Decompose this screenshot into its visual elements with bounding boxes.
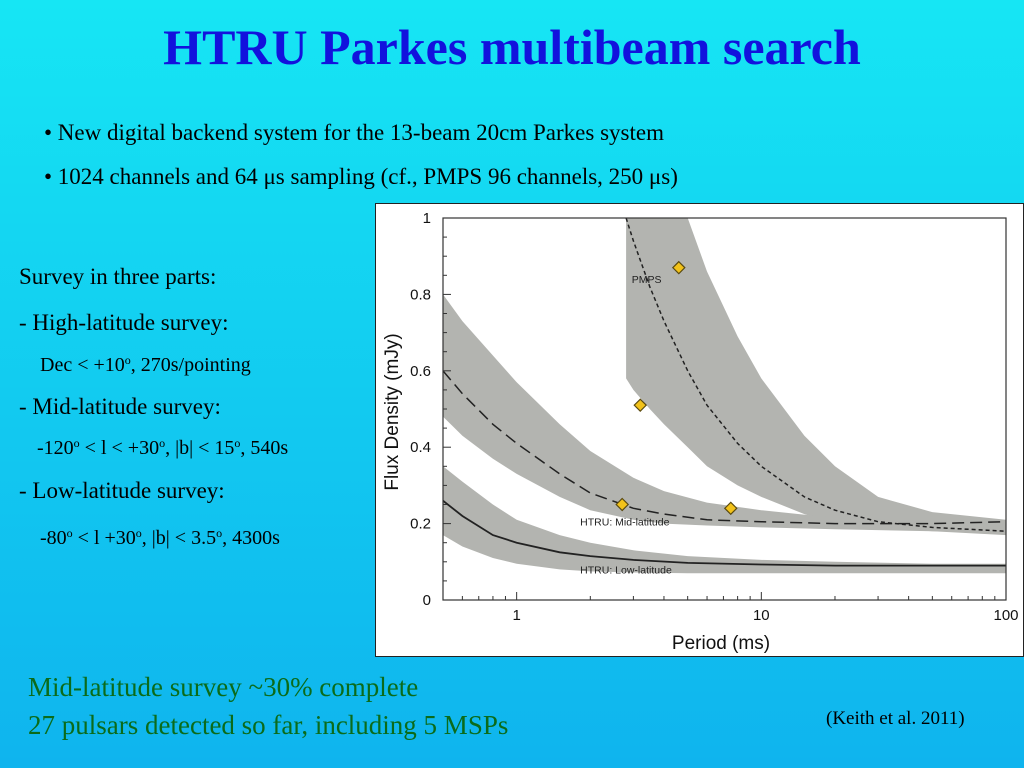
pulsar-points [615,260,738,516]
pulsar-point [633,398,648,413]
htru-mid-latitude-line [443,370,1006,525]
y-tick-label: 0.8 [410,286,431,303]
summary-text: Mid-latitude survey ~30% complete 27 pul… [28,668,508,744]
citation: (Keith et al. 2011) [826,708,965,729]
mid-latitude-detail: -120o < l < +30o, |b| < 15o, 540s [37,436,289,459]
x-tick-label: 10 [753,607,770,624]
htru-low-latitude-band [443,466,1006,574]
y-tick-label: 1 [423,210,431,227]
series-label: HTRU: Low-latitude [580,564,672,576]
low-latitude-label: - Low-latitude survey: [19,478,225,503]
pmps-band [626,218,1006,536]
chart-axes [442,217,1007,601]
low-latitude-detail: -80o < l +30o, |b| < 3.5o, 4300s [40,526,280,549]
htru-mid-latitude-band [443,294,1006,532]
chart-svg: PMPS HTRU: Mid-latitude HTRU: Low-latitude… [382,210,1019,654]
tick-labels: 1 10 100 0 0.2 0.4 0.6 0.8 1 [410,210,1018,624]
high-latitude-detail: Dec < +10o, 270s/pointing [40,353,251,376]
x-tick-label: 1 [512,607,520,624]
bullet-item: • 1024 channels and 64 μs sampling (cf.,… [44,164,678,189]
sensitivity-bands [443,218,1006,574]
pulsar-point [615,497,630,512]
y-tick-label: 0.2 [410,516,431,533]
pulsar-point [671,260,686,275]
x-tick-label: 100 [993,607,1018,624]
series-labels: PMPS HTRU: Mid-latitude HTRU: Low-latitude [580,274,672,576]
series-label: PMPS [632,274,662,286]
y-tick-label: 0 [423,592,431,609]
mid-latitude-label: - Mid-latitude survey: [19,394,221,419]
summary-line-2: 27 pulsars detected so far, including 5 … [28,710,509,740]
y-tick-label: 0.6 [410,363,431,380]
htru-low-latitude-line [443,499,1006,567]
slide-title: HTRU Parkes multibeam search [163,19,861,75]
high-latitude-label: - High-latitude survey: [19,310,229,335]
y-tick-label: 0.4 [410,439,431,456]
pulsar-point [723,501,738,516]
x-axis-label: Period (ms) [672,633,770,654]
pmps-line [625,218,1006,532]
survey-heading: Survey in three parts: [19,264,217,289]
series-label: HTRU: Mid-latitude [580,517,669,529]
summary-line-1: Mid-latitude survey ~30% complete [28,672,419,702]
flux-period-chart: PMPS HTRU: Mid-latitude HTRU: Low-latitude… [375,203,1024,657]
bullet-list: • New digital backend system for the 13-… [44,120,678,208]
y-axis-label: Flux Density (mJy) [382,333,403,490]
bullet-item: • New digital backend system for the 13-… [44,120,664,145]
sensitivity-curves [443,218,1006,567]
